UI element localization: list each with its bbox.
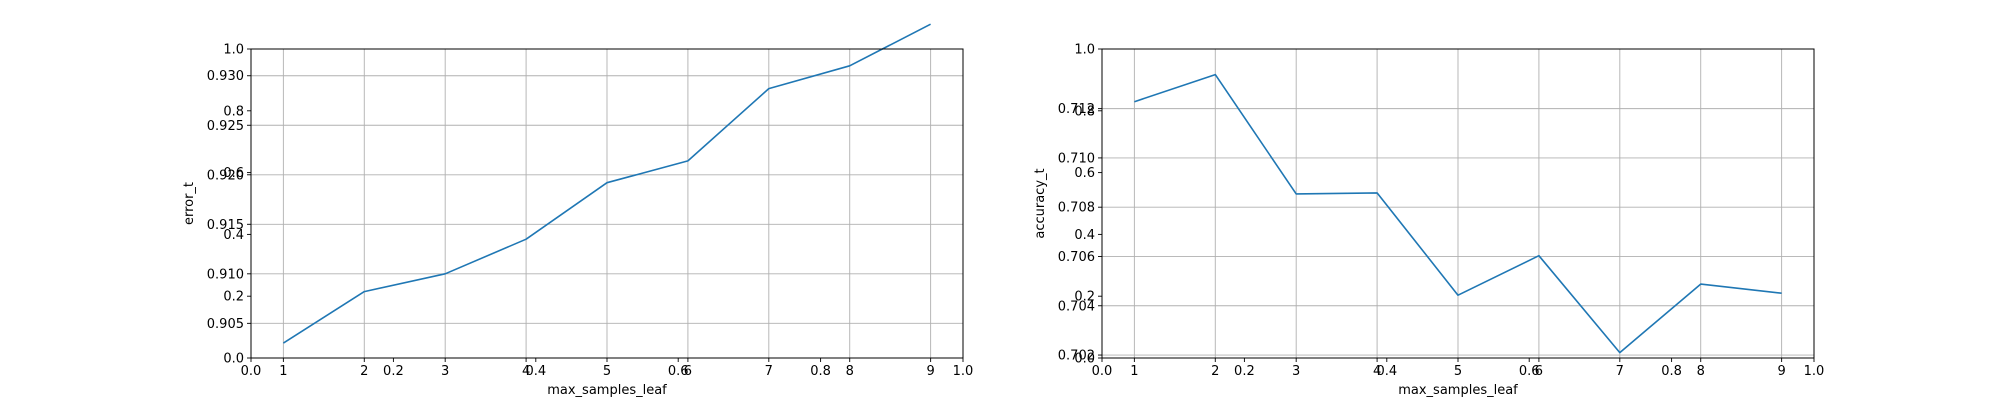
overlay-y-tick-label: 0.2 [223, 290, 244, 305]
accuracy-t-panel: 1 2 3 4 5 6 7 8 90.7020.7040.7060.7080.7100.7120… [1033, 43, 1824, 399]
x-tick-label: 2 [360, 364, 368, 379]
overlay-y-tick-label: 0.8 [1074, 104, 1095, 119]
grid-lines [251, 49, 963, 358]
error-t-panel: 1 2 3 4 5 6 7 8 9 0.905 0.910 0.915 0.920 0.925 0.930 0… [182, 23, 974, 398]
x-tick-label: 4 [522, 364, 530, 379]
overlay-y-tick-label: 0.6 [1074, 166, 1095, 181]
overlay-y-tick-label: 1.0 [1074, 43, 1095, 58]
x-tick-label: 8 [846, 364, 854, 379]
y-tick-label: 0.712 [1058, 102, 1095, 117]
x-tick-label: 8 [1697, 364, 1705, 379]
tick-marks [1098, 48, 1815, 362]
overlay-x-tick-label: 1.0 [953, 364, 974, 379]
x-tick-label: 3 [441, 364, 449, 379]
grid-lines [1102, 49, 1814, 358]
x-tick-label: 6 [684, 364, 692, 379]
overlay-y-tick-label: 0.2 [1074, 290, 1095, 305]
x-tick-label: 9 [926, 364, 934, 379]
overlay-y-tick-label: 0.6 [223, 166, 244, 181]
y-tick-label: 0.905 [207, 317, 244, 332]
overlay-x-tick-label: 0.4 [525, 364, 546, 379]
y-tick-label: 0.708 [1058, 201, 1095, 216]
overlay-x-tick-label: 0.4 [1376, 364, 1397, 379]
tick-labels: 1 2 3 4 5 6 7 8 9 0.905 0.910 0.915 0.920 0.925 0.930 0… [207, 43, 974, 380]
x-tick-label: 1 [1130, 364, 1138, 379]
tick-labels: 1 2 3 4 5 6 7 8 90.7020.7040.7060.7080.7100.7120… [1058, 43, 1825, 380]
x-tick-label: 9 [1777, 364, 1785, 379]
tick-marks [247, 48, 964, 362]
overlay-y-tick-label: 0.4 [1074, 228, 1095, 243]
y-tick-label: 0.925 [207, 119, 244, 134]
overlay-x-tick-label: 0.2 [1234, 364, 1255, 379]
y-axis-label: accuracy_t [1033, 168, 1048, 238]
series-line [1134, 73, 1782, 354]
y-tick-label: 0.915 [207, 218, 244, 233]
x-tick-label: 7 [1616, 364, 1624, 379]
series-line [282, 23, 931, 344]
x-axis-label: max_samples_leaf [547, 383, 667, 398]
axes-frame [250, 48, 964, 359]
overlay-x-tick-label: 0.6 [1519, 364, 1540, 379]
x-axis-label: max_samples_leaf [1398, 383, 1518, 398]
x-tick-label: 6 [1535, 364, 1543, 379]
overlay-x-tick-label: 0.8 [1661, 364, 1682, 379]
data-marks [282, 23, 931, 344]
x-tick-label: 5 [1454, 364, 1462, 379]
x-tick-label: 2 [1211, 364, 1219, 379]
x-tick-label: 3 [1292, 364, 1300, 379]
overlay-y-tick-label: 0.0 [223, 352, 244, 367]
y-tick-label: 0.920 [207, 168, 244, 183]
axes-frame [1101, 48, 1815, 359]
overlay-x-tick-label: 1.0 [1804, 364, 1825, 379]
y-axis-label: error_t [182, 182, 197, 225]
y-tick-label: 0.930 [207, 69, 244, 84]
data-marks [1134, 73, 1782, 354]
y-tick-label: 0.702 [1058, 349, 1095, 364]
overlay-x-tick-label: 0.6 [668, 364, 689, 379]
y-tick-label: 0.910 [207, 267, 244, 282]
overlay-y-tick-label: 0.8 [223, 104, 244, 119]
y-tick-label: 0.706 [1058, 250, 1095, 265]
overlay-x-tick-label: 0.2 [383, 364, 404, 379]
x-tick-label: 5 [603, 364, 611, 379]
y-tick-label: 0.710 [1058, 151, 1095, 166]
overlay-y-tick-label: 0.0 [1074, 352, 1095, 367]
overlay-x-tick-label: 0.8 [810, 364, 831, 379]
overlay-x-tick-label: 0.0 [241, 364, 262, 379]
overlay-y-tick-label: 1.0 [223, 43, 244, 58]
overlay-y-tick-label: 0.4 [223, 228, 244, 243]
y-tick-label: 0.704 [1058, 299, 1095, 314]
x-tick-label: 7 [765, 364, 773, 379]
x-tick-label: 1 [279, 364, 287, 379]
overlay-x-tick-label: 0.0 [1092, 364, 1113, 379]
x-tick-label: 4 [1373, 364, 1381, 379]
